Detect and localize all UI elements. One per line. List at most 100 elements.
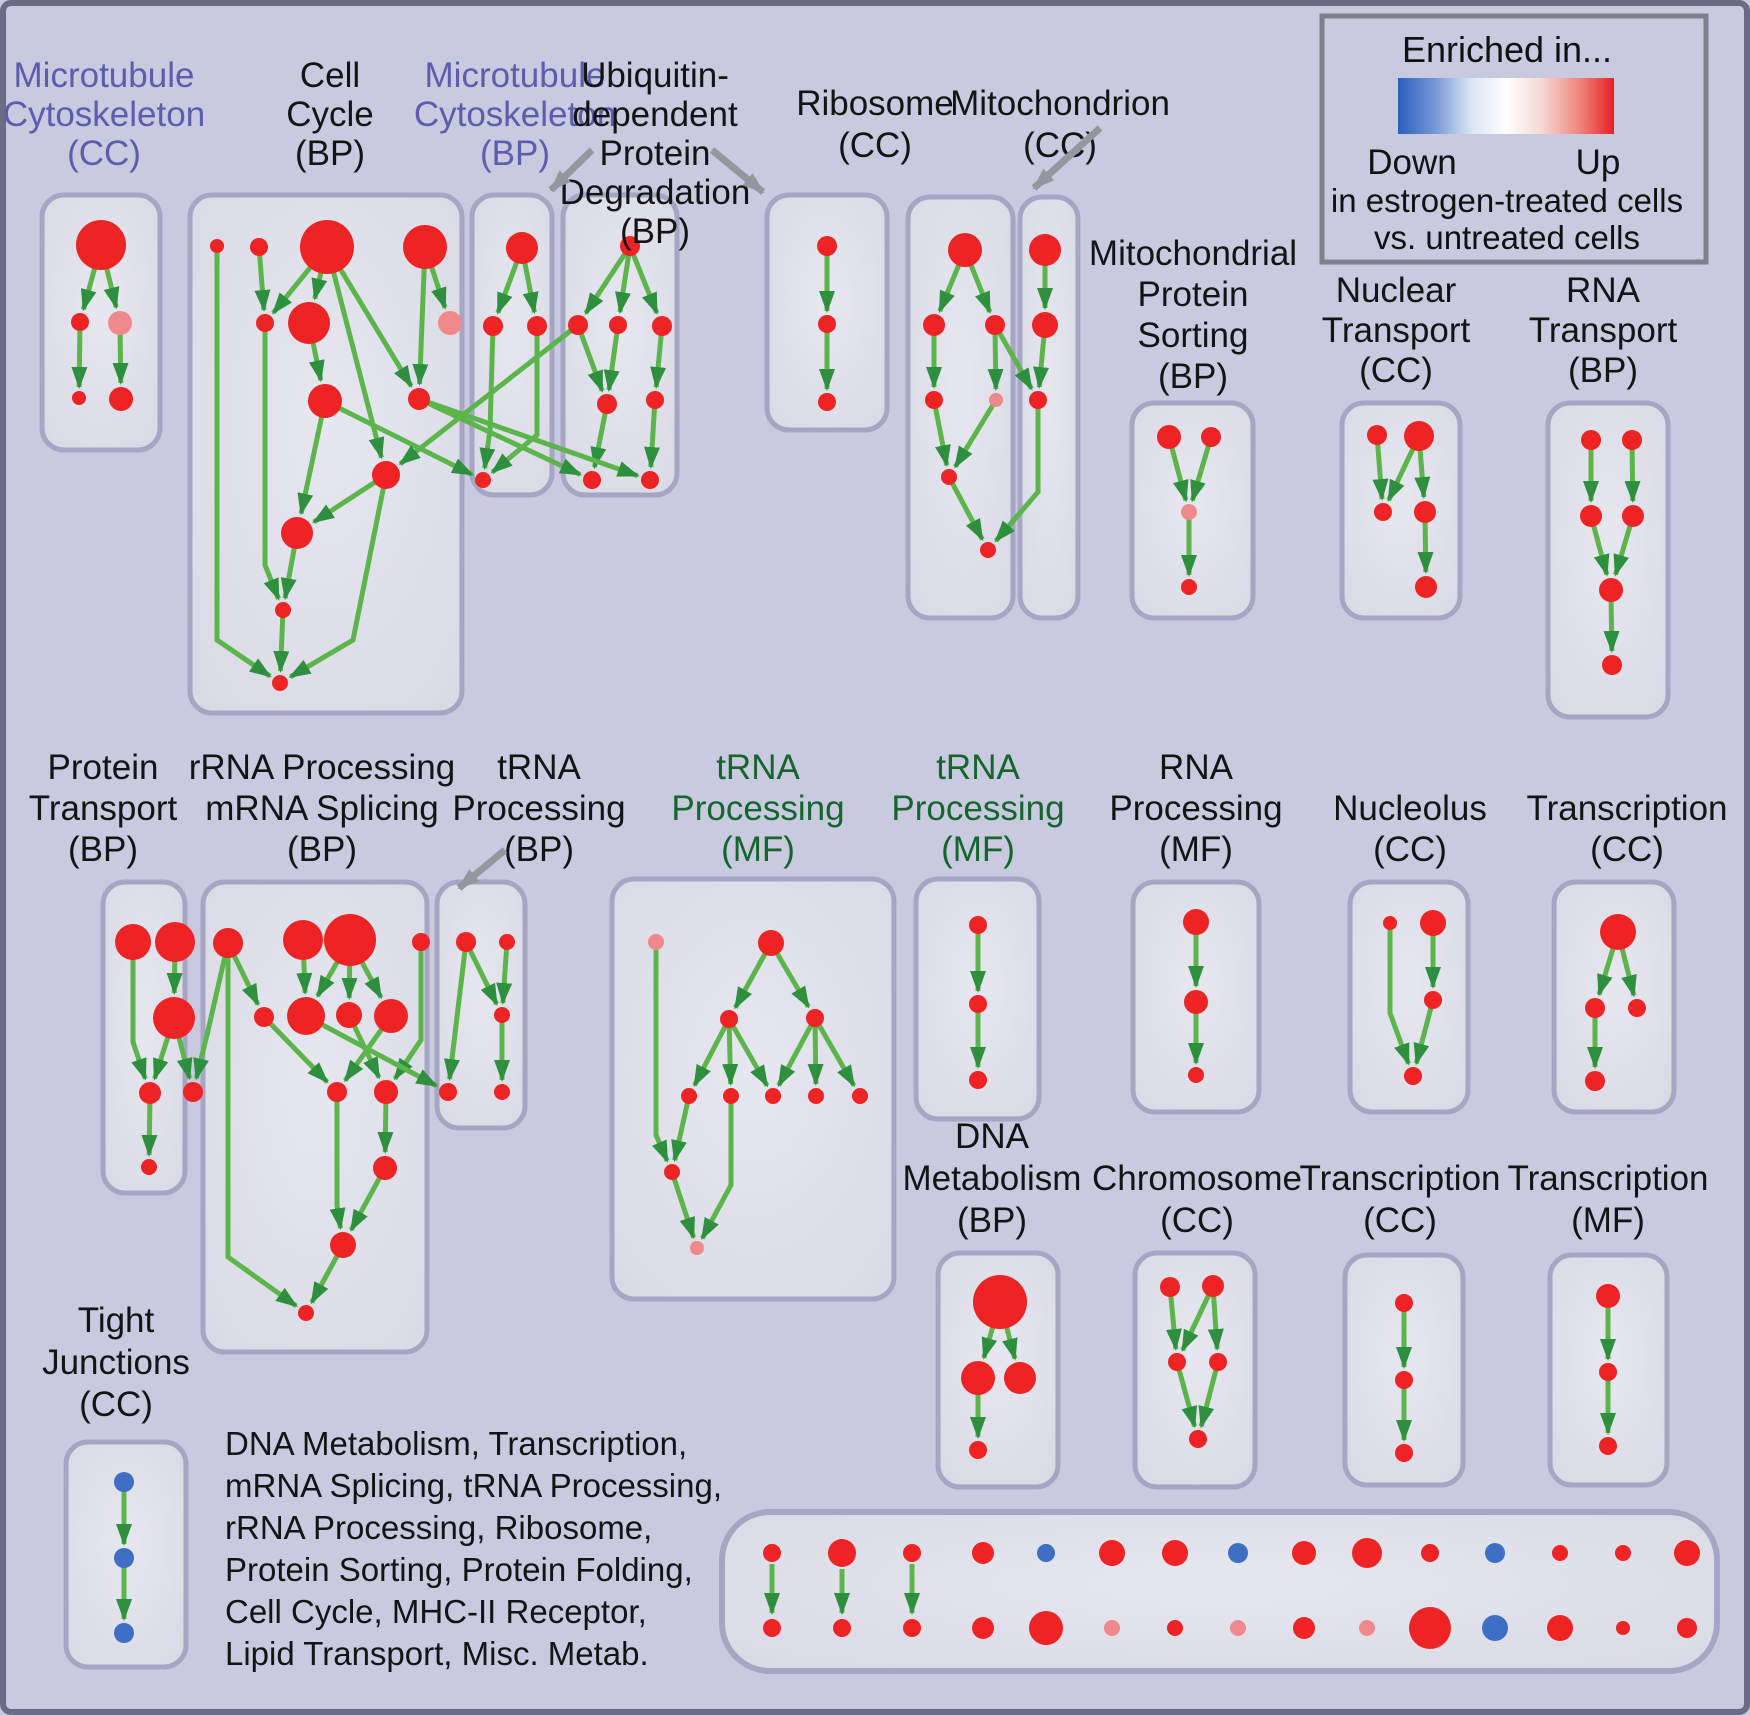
mitochondrion-arrow [1031, 125, 1103, 191]
node-rrna-m3 [336, 1002, 362, 1028]
legend-gradient-bar [1398, 78, 1614, 134]
edge-trna-mf-1-n2-f2 [726, 1017, 770, 1088]
node-rna-proc-mf-a [1183, 909, 1209, 935]
edge-mt-bp-right-bot [490, 326, 540, 475]
node-transcription-cc-mid-bt [1585, 1071, 1605, 1091]
box-ubiq1 [560, 192, 680, 498]
label-trna-mf-1: tRNA Processing (MF) [671, 748, 844, 869]
node-ubiq2-b [818, 315, 836, 333]
node-mito-mid [1032, 312, 1058, 338]
label-microtubule-bp: Microtubule Cytoskeleton (BP) [414, 56, 616, 173]
label-microtubule-cc: Microtubule Cytoskeleton (CC) [3, 56, 205, 173]
node-trna-mf-1-f0 [681, 1088, 697, 1104]
node-cell-cycle-c1 [308, 384, 342, 418]
node-protein-transport-b3 [153, 997, 195, 1039]
edge-chromosome-mr-bt [1198, 1361, 1221, 1429]
node-cell-cycle-big1 [300, 220, 354, 274]
node-tight-junctions-c [114, 1623, 134, 1643]
label-protein-transport: Protein Transport (BP) [29, 748, 178, 869]
node-ribosome-ml [923, 314, 945, 336]
label-ribosome: Ribosome (CC) [796, 84, 954, 165]
edge-mps-r-c [1189, 436, 1214, 503]
nodes [71, 220, 1700, 1649]
label-tight-junctions: Tight Junctions (CC) [42, 1301, 190, 1424]
edge-cell-cycle-big2-c2 [412, 246, 429, 387]
strip-node-bottom-14 [1616, 1621, 1630, 1635]
cross-edge-mito-ll-ribosome-bot [993, 400, 1041, 543]
node-rrna-lo1 [327, 1082, 347, 1102]
ubiquitin-right-arrow [709, 147, 766, 195]
node-rrna-t2 [283, 920, 323, 960]
cross-edge-cell-cycle-c2-ubiq1-btl [417, 396, 583, 477]
node-cell-cycle-m1 [256, 314, 274, 332]
node-trna-mf-2-c [969, 1071, 987, 1089]
edge-cell-cycle-s2-m1 [254, 246, 271, 313]
node-mt-cc-e [109, 387, 133, 411]
label-transcription-cc-mid: Transcription (CC) [1527, 789, 1728, 869]
node-chromosome-mr [1209, 1353, 1227, 1371]
label-nucleolus: Nucleolus (CC) [1333, 789, 1487, 869]
node-mps-r [1201, 427, 1221, 447]
node-rrna-t1 [213, 928, 243, 958]
legend-up-label: Up [1576, 143, 1621, 182]
edge-trna-mf-1-n2-f0 [692, 1017, 732, 1088]
node-ribosome-mr [985, 315, 1005, 335]
node-ubiq1-ll [597, 394, 617, 414]
label-chromosome: Chromosome (CC) [1092, 1159, 1302, 1240]
label-ubiquitin: Ubiquitin-dependent Protein Degradation (BP… [560, 56, 751, 251]
legend-down-label: Down [1367, 143, 1456, 182]
node-ubiq1-left [568, 315, 588, 335]
edge-ribosome-ll-low [931, 399, 951, 468]
cross-edge-rrna-t1-protein-transport-sr [193, 942, 231, 1081]
cross-edge-ubiq1-left-cell-cycle-d1 [398, 323, 580, 466]
node-rna-proc-mf-b [1184, 990, 1208, 1014]
edge-trna-bp-tr-mr [496, 941, 513, 1006]
node-cell-cycle-pink [438, 311, 462, 335]
node-ubiq1-right [652, 316, 672, 336]
node-nuclear-transport-n0 [1367, 425, 1387, 445]
node-nucleolus-m [1424, 991, 1442, 1009]
cross-edge-ribosome-mr-mito-ll [992, 323, 1034, 391]
trna-bp-arrow [456, 847, 508, 891]
edge-nucleolus-m-bt [1413, 999, 1436, 1066]
edge-cell-cycle-d1-e1 [312, 472, 388, 525]
node-mps-b [1181, 579, 1197, 595]
label-trna-mf-2: tRNA Processing (MF) [891, 748, 1064, 869]
node-cell-cycle-d1 [372, 461, 400, 489]
node-cell-cycle-f1 [275, 602, 291, 618]
cross-edge-cell-cycle-c2-ubiq1-btr [418, 396, 640, 479]
strip-node-top-10 [1352, 1538, 1382, 1568]
edge-trna-mf-1-n2-f1 [722, 1018, 739, 1087]
label-transcription-cc-bot: Transcription (CC) [1300, 1159, 1501, 1240]
node-mito-top [1029, 234, 1061, 266]
strip-node-bottom-3 [903, 1619, 921, 1637]
box-transcription-cc-bot [1342, 1252, 1466, 1488]
edge-nuclear-transport-n0-n2 [1372, 434, 1389, 502]
node-chromosome-tr [1202, 1275, 1224, 1297]
box-trna-mf-1 [609, 876, 897, 1302]
edge-trna-mf-1-f1-pb [700, 1096, 734, 1241]
edge-cell-cycle-big1-c2 [324, 245, 414, 388]
strip-node-top-3 [903, 1544, 921, 1562]
node-dna-metabolism-l [961, 1361, 995, 1395]
box-misc-strip [719, 1509, 1720, 1674]
node-cell-cycle-c2 [408, 388, 430, 410]
box-nuclear-transport [1339, 400, 1463, 621]
node-rrna-lw2 [330, 1232, 356, 1258]
edge-trna-mf-1-f0-n9 [671, 1095, 692, 1163]
strip-node-top-1 [763, 1544, 781, 1562]
node-dna-metabolism-bg [973, 1275, 1027, 1329]
node-protein-transport-bot [141, 1159, 157, 1175]
box-mito [1017, 194, 1081, 621]
strip-node-top-2 [828, 1539, 856, 1567]
node-cell-cycle-tiny [210, 239, 224, 253]
node-rna-transport-r4 [1599, 578, 1623, 602]
cross-edge-cell-cycle-c1-mt-bp-bot [323, 398, 475, 477]
node-chromosome-ml [1168, 1353, 1186, 1371]
node-dna-metabolism-r [1004, 1362, 1036, 1394]
node-nucleolus-bg [1420, 910, 1446, 936]
node-ubiq1-btl [583, 471, 601, 489]
edge-trna-mf-1-n3-f3 [807, 1017, 824, 1087]
node-mito-ll [1029, 391, 1047, 409]
node-transcription-cc-bot-a [1395, 1294, 1413, 1312]
